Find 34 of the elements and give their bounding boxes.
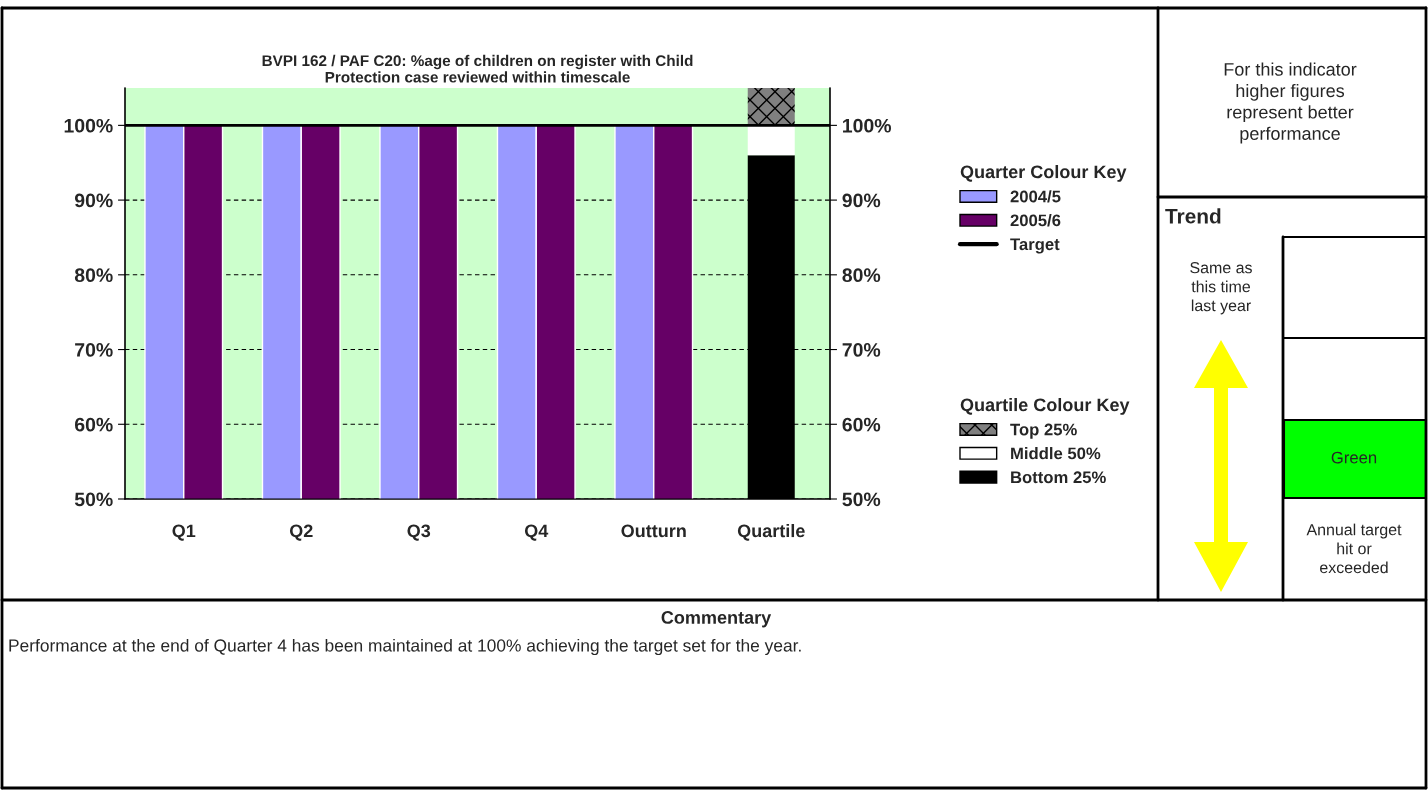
text: Performance at the end of Quarter 4 has been maintained at 100% achieving the target set for the year. xyxy=(9,638,801,656)
y-tick-label: 60% xyxy=(74,417,113,432)
legend-label: Target xyxy=(1010,238,1060,254)
y2-tick-label: 100% xyxy=(843,118,892,133)
chart-title: BVPI 162 / PAF C20: %age of children on register with Child Protection case reviewed within timescale xyxy=(262,54,693,83)
y-tick-label: 70% xyxy=(75,343,113,357)
y2-tick-label: 50% xyxy=(842,492,881,507)
x-tick-label: Q2 xyxy=(289,524,313,541)
text: Quartile Colour Key xyxy=(960,398,1130,415)
text: For this indicator higher figures represent better performance xyxy=(1224,62,1357,144)
y-tick-label: 50% xyxy=(74,492,113,507)
legend-label: Top 25% xyxy=(1010,423,1077,439)
y2-tick-label: 70% xyxy=(842,343,881,357)
legend-title: Quarter Colour Key xyxy=(960,165,1127,182)
legend-label: 2004/5 xyxy=(1010,190,1061,203)
y2-tick-label: 90% xyxy=(842,193,881,208)
legend-label: Middle 50% xyxy=(1011,447,1101,460)
x-tick-label: Outturn xyxy=(621,524,686,538)
x-tick-label: Q3 xyxy=(407,524,431,541)
text: Same as this time last year xyxy=(1190,262,1252,315)
y-tick-label: 80% xyxy=(74,268,113,283)
y2-tick-label: 60% xyxy=(842,417,881,432)
x-tick-label: Q1 xyxy=(172,524,196,541)
x-tick-label: Quartile xyxy=(737,524,805,541)
x-tick-label: Q4 xyxy=(524,524,549,541)
legend-label: 2005/6 xyxy=(1010,214,1061,227)
y2-tick-label: 80% xyxy=(842,268,881,283)
text: Commentary xyxy=(661,611,772,628)
y-tick-label: 100% xyxy=(64,118,113,133)
text: Trend xyxy=(1165,208,1221,224)
text: Green xyxy=(1331,451,1377,464)
y-tick-label: 90% xyxy=(74,193,113,208)
legend-label: Bottom 25% xyxy=(1011,471,1106,484)
text: Annual target hit or exceeded xyxy=(1306,523,1402,574)
